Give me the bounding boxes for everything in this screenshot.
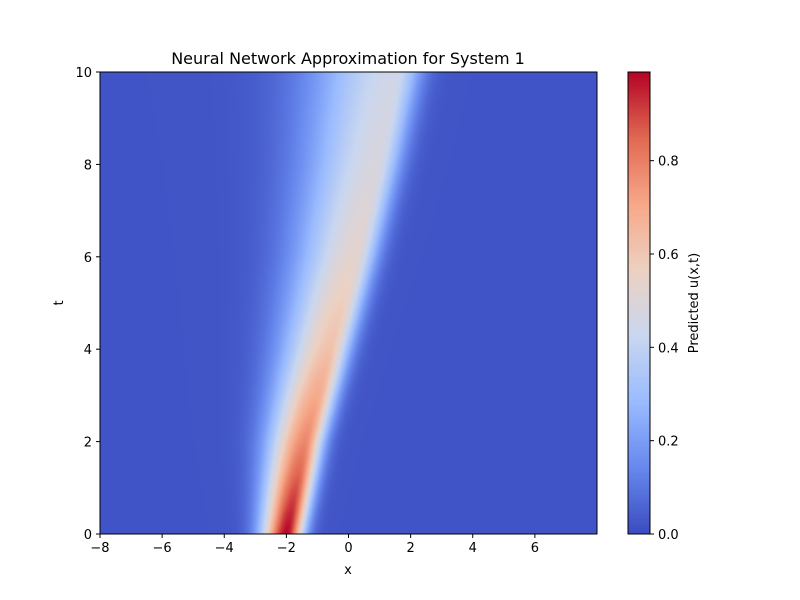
plot-area (99, 71, 598, 535)
colorbar-label: Predicted u(x,t) (687, 253, 702, 353)
y-axis-label: t (52, 300, 67, 305)
colorbar: 0.0 0.2 0.4 0.6 0.8 Predicted u(x,t) (627, 71, 702, 543)
colorbar-frame (627, 71, 651, 535)
colorbar-tick-label: 0.2 (658, 435, 679, 450)
colorbar-tick-label: 0.4 (658, 341, 679, 356)
y-tick-label: 2 (84, 436, 92, 451)
x-tick-label: 2 (406, 541, 414, 556)
y-tick-label: 8 (84, 158, 92, 173)
x-tick-label: −4 (215, 541, 234, 556)
colorbar-tick-label: 0.0 (658, 528, 679, 543)
y-tick-label: 0 (84, 528, 92, 543)
colorbar-tick-label: 0.6 (658, 248, 679, 263)
heatmap-image (100, 72, 597, 534)
x-tick-label: −2 (277, 541, 296, 556)
colorbar-ticks: 0.0 0.2 0.4 0.6 0.8 (650, 155, 679, 543)
x-tick-label: −8 (90, 541, 109, 556)
x-tick-label: 6 (531, 541, 539, 556)
colorbar-tick-label: 0.8 (658, 155, 679, 170)
y-tick-label: 4 (84, 343, 92, 358)
y-tick-label: 6 (84, 251, 92, 266)
x-tick-label: 0 (344, 541, 352, 556)
colorbar-gradient (628, 72, 650, 534)
x-axis: −8 −6 −4 −2 0 2 4 6 (90, 534, 539, 556)
x-tick-label: 4 (469, 541, 477, 556)
x-tick-label: −6 (153, 541, 172, 556)
y-axis: 0 2 4 6 8 10 (75, 66, 100, 543)
chart-title: Neural Network Approximation for System … (171, 49, 525, 68)
x-axis-label: x (344, 563, 352, 578)
y-tick-label: 10 (75, 66, 92, 81)
